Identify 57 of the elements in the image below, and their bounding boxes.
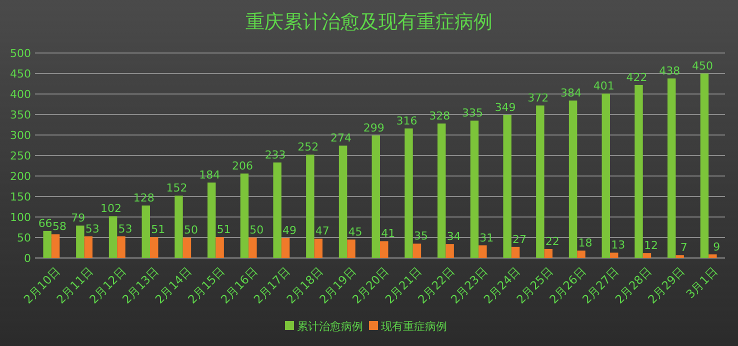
data-label: 9 <box>713 240 720 254</box>
data-label: 384 <box>560 86 582 100</box>
data-label: 422 <box>626 70 648 84</box>
data-label: 51 <box>151 223 166 236</box>
y-tick-label: 500 <box>10 47 31 60</box>
y-tick-label: 250 <box>10 150 31 162</box>
legend-label: 累计治愈病例 <box>297 320 363 333</box>
data-label: 152 <box>166 182 188 195</box>
data-label: 438 <box>659 64 680 78</box>
data-label: 184 <box>199 168 220 182</box>
data-label: 335 <box>462 106 483 120</box>
y-tick-label: 50 <box>17 232 31 244</box>
data-label: 41 <box>381 227 396 240</box>
y-tick-label: 300 <box>10 129 31 142</box>
data-label: 372 <box>528 91 549 104</box>
data-label: 53 <box>85 222 100 236</box>
data-label: 299 <box>363 121 384 134</box>
data-label: 53 <box>118 222 132 236</box>
data-label: 66 <box>38 216 52 230</box>
data-label: 233 <box>264 148 286 162</box>
data-label: 18 <box>578 236 592 250</box>
y-tick-label: 100 <box>10 211 31 224</box>
data-label: 31 <box>480 231 494 244</box>
data-label: 50 <box>184 224 198 236</box>
data-label: 316 <box>396 114 418 128</box>
data-label: 102 <box>100 202 122 216</box>
legend-label: 现有重症病例 <box>381 320 447 333</box>
data-label: 51 <box>216 223 231 236</box>
y-tick-label: 150 <box>10 190 31 204</box>
data-label: 12 <box>644 239 658 252</box>
data-label: 22 <box>545 234 560 248</box>
data-label: 328 <box>429 110 450 123</box>
data-label: 450 <box>692 60 713 72</box>
data-label: 34 <box>446 230 461 244</box>
y-tick-label: 450 <box>10 68 31 80</box>
data-label: 274 <box>330 132 352 145</box>
data-label: 35 <box>414 230 428 243</box>
data-label: 13 <box>611 238 626 252</box>
data-label: 349 <box>494 100 516 114</box>
x-tick-label: 3月1日 <box>683 264 720 302</box>
y-tick-label: 350 <box>10 108 31 122</box>
data-label: 7 <box>680 241 688 254</box>
y-tick-label: 0 <box>24 252 31 265</box>
data-label: 206 <box>232 160 253 173</box>
data-label: 252 <box>298 140 319 154</box>
data-label: 49 <box>282 224 297 237</box>
data-label: 27 <box>512 232 527 246</box>
y-tick-label: 200 <box>10 170 31 183</box>
y-tick-label: 400 <box>10 88 31 101</box>
chart-title: 重庆累计治愈及现有重症病例 <box>246 11 492 33</box>
data-label: 79 <box>71 212 86 225</box>
data-label: 47 <box>315 224 330 238</box>
data-label: 45 <box>348 226 362 239</box>
data-label: 58 <box>52 220 67 234</box>
data-label: 50 <box>250 224 264 236</box>
data-label: 401 <box>593 80 614 93</box>
data-label: 128 <box>133 192 154 205</box>
